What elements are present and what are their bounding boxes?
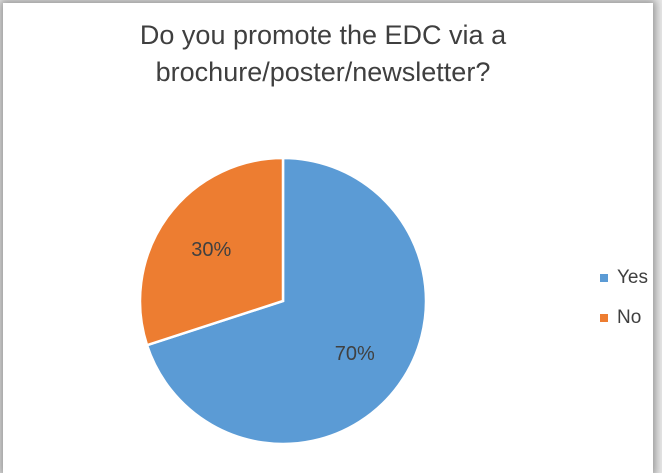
data-label-yes: 70% — [335, 343, 375, 365]
data-label-no: 30% — [191, 239, 231, 261]
legend-swatch-no — [600, 314, 608, 322]
pie-slice-yes — [145, 156, 428, 446]
legend-label-no: No — [617, 307, 642, 328]
pie-chart: 70% 30% — [138, 156, 428, 446]
legend-item-yes: Yes — [600, 265, 648, 291]
chart-title-line-1: Do you promote the EDC via a — [139, 20, 507, 50]
legend: Yes No — [600, 265, 648, 345]
chart-title-line-2: brochure/poster/newsletter? — [155, 57, 491, 87]
legend-swatch-yes — [600, 274, 608, 282]
legend-label-yes: Yes — [617, 267, 648, 288]
legend-item-no: No — [600, 305, 648, 331]
chart-title: Do you promote the EDC via a brochure/po… — [3, 17, 643, 91]
chart-area: Do you promote the EDC via a brochure/po… — [3, 3, 653, 473]
pie-slice-no — [138, 156, 285, 347]
